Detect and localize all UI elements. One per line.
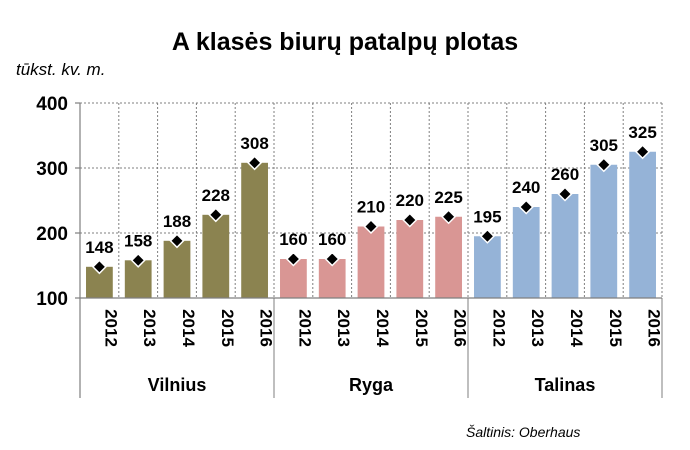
data-label: 148	[85, 238, 113, 257]
data-label: 225	[434, 188, 462, 207]
x-tick-label: 2016	[257, 309, 276, 347]
x-tick-label: 2015	[606, 309, 625, 347]
diamond-marker	[596, 157, 612, 173]
diamond-marker	[441, 209, 457, 225]
data-label: 308	[240, 134, 268, 153]
data-label: 305	[590, 136, 618, 155]
x-tick-label: 2015	[218, 309, 237, 347]
x-tick-label: 2012	[101, 309, 120, 347]
bar	[435, 216, 462, 298]
data-label: 240	[512, 178, 540, 197]
x-tick-label: 2014	[567, 309, 586, 347]
x-tick-label: 2016	[451, 309, 470, 347]
source-note: Šaltinis: Oberhaus	[466, 424, 581, 440]
bar	[396, 220, 424, 298]
diamond-marker	[402, 212, 418, 228]
y-tick-label: 400	[36, 94, 68, 115]
markers-layer	[91, 144, 651, 275]
x-tick-label: 2013	[334, 309, 353, 347]
bar	[202, 214, 230, 298]
x-tick-label: 2014	[179, 309, 198, 347]
chart-title: A klasės biurų patalpų plotas	[171, 28, 519, 56]
y-tick-label: 200	[36, 224, 68, 245]
diamond-marker	[130, 252, 146, 268]
data-label: 160	[318, 230, 346, 249]
diamond-marker	[169, 233, 185, 249]
diamond-marker	[247, 155, 263, 171]
data-label: 325	[628, 123, 656, 142]
y-tick-label: 300	[36, 159, 68, 180]
bar	[357, 226, 385, 298]
y-axis-unit-label: tūkst. kv. m.	[16, 60, 106, 79]
bar	[590, 164, 618, 298]
x-tick-label: 2012	[295, 309, 314, 347]
diamond-marker	[91, 259, 107, 275]
data-label: 228	[202, 186, 230, 205]
bar	[512, 207, 540, 298]
grid-lines	[80, 102, 663, 298]
data-label: 260	[551, 165, 579, 184]
bar	[241, 162, 268, 298]
bar	[551, 194, 579, 298]
group-label: Ryga	[349, 375, 394, 395]
x-tick-label: 2014	[373, 309, 392, 347]
axes-layer: 100 200 300 400 2012 2013 2014 2015 2016 Vilnius 2…	[36, 94, 664, 398]
data-labels-layer: 148 158 188 228 308 160 160 210 220 225 195 240 260 3…	[85, 123, 657, 257]
group-label: Vilnius	[148, 375, 207, 395]
data-label: 195	[473, 207, 501, 226]
x-tick-label: 2013	[140, 309, 159, 347]
y-tick-label: 100	[36, 289, 68, 310]
x-tick-label: 2016	[645, 309, 664, 347]
data-label: 210	[357, 198, 385, 217]
data-label: 220	[396, 191, 424, 210]
diamond-marker	[479, 228, 495, 244]
diamond-marker	[285, 251, 301, 267]
x-tick-label: 2013	[528, 309, 547, 347]
data-label: 188	[163, 212, 191, 231]
data-label: 160	[279, 230, 307, 249]
data-label: 158	[124, 231, 152, 250]
x-tick-label: 2015	[412, 309, 431, 347]
bar	[163, 240, 191, 298]
diamond-marker	[635, 144, 651, 160]
diamond-marker	[324, 251, 340, 267]
diamond-marker	[363, 218, 379, 235]
bars-layer	[86, 151, 656, 298]
group-label: Talinas	[535, 375, 596, 395]
diamond-marker	[557, 186, 573, 202]
diamond-marker	[208, 207, 224, 223]
bar	[474, 236, 501, 298]
x-tick-label: 2012	[489, 309, 508, 347]
bar	[629, 151, 656, 298]
diamond-marker	[518, 199, 534, 215]
